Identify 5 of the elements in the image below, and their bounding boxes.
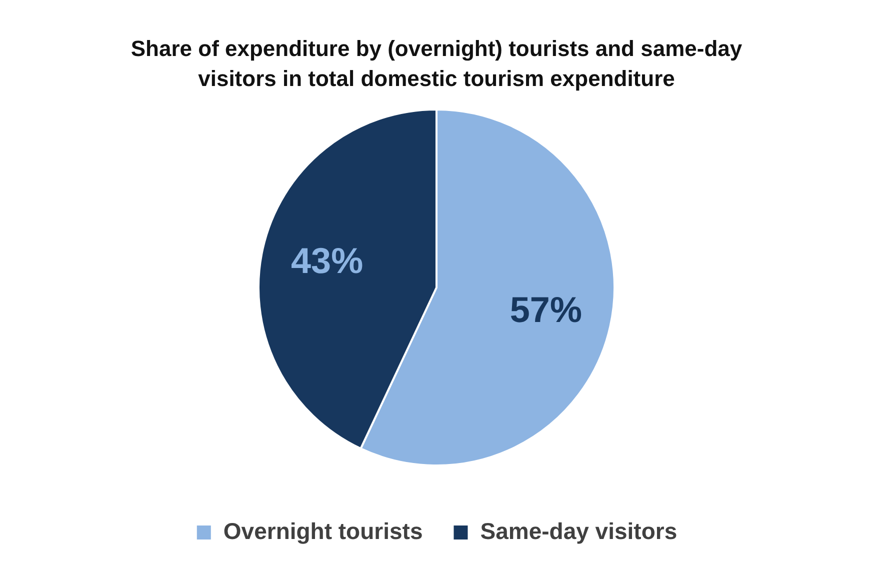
data-label: 43% [291,240,364,281]
legend-label: Same-day visitors [480,518,678,544]
legend-label: Overnight tourists [223,518,423,544]
chart-title: Share of expenditure by (overnight) tourists and same-day visitors in total domestic tourism expenditure [130,35,744,93]
data-label: 57% [510,288,582,330]
